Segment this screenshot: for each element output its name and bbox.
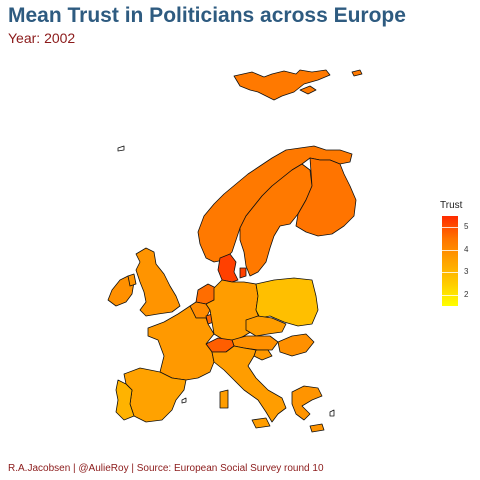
legend-tick-2: 2 xyxy=(464,289,469,299)
legend-tick-5: 5 xyxy=(464,222,469,232)
legend-tick-4: 4 xyxy=(464,244,469,254)
legend-tick-mark xyxy=(442,272,458,274)
region-small-islands xyxy=(117,145,335,417)
legend-tick-3: 3 xyxy=(464,267,469,277)
map-title: Mean Trust in Politicians across Europe xyxy=(8,4,406,27)
legend-color-bar xyxy=(442,216,458,306)
region-finland[interactable] xyxy=(295,157,357,237)
source-caption: R.A.Jacobsen | @AulieRoy | Source: Europ… xyxy=(8,463,324,474)
legend-tick-mark xyxy=(442,249,458,251)
region-italy[interactable] xyxy=(211,345,287,429)
region-czechia[interactable] xyxy=(245,315,287,337)
region-portugal[interactable] xyxy=(115,379,135,421)
region-greece[interactable] xyxy=(291,385,325,433)
region-denmark[interactable] xyxy=(217,253,247,283)
legend-tick-mark xyxy=(442,294,458,296)
map-subtitle: Year: 2002 xyxy=(8,30,76,46)
region-ireland[interactable] xyxy=(107,275,135,307)
region-svalbard[interactable] xyxy=(233,69,363,101)
region-hungary[interactable] xyxy=(277,333,315,357)
legend-tick-mark xyxy=(442,227,458,229)
region-poland[interactable] xyxy=(255,277,319,327)
region-slovenia[interactable] xyxy=(253,349,273,361)
region-united-kingdom[interactable] xyxy=(127,247,181,317)
legend-title: Trust xyxy=(440,200,463,211)
